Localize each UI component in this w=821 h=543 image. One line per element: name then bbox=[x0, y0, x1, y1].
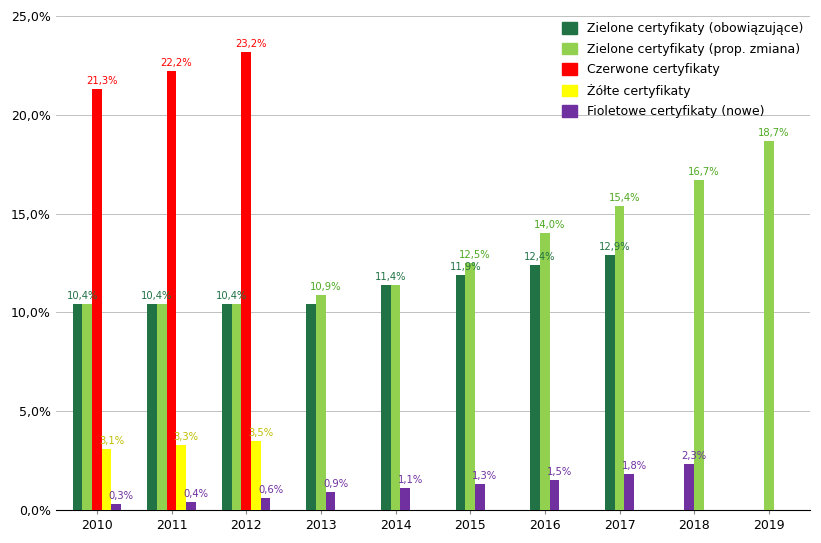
Text: 1,8%: 1,8% bbox=[621, 462, 647, 471]
Bar bbox=[381, 285, 391, 510]
Bar bbox=[261, 498, 270, 510]
Bar bbox=[456, 275, 466, 510]
Bar bbox=[540, 233, 550, 510]
Bar bbox=[241, 52, 251, 510]
Bar bbox=[92, 89, 102, 510]
Bar bbox=[605, 255, 615, 510]
Text: 0,4%: 0,4% bbox=[183, 489, 209, 499]
Text: 10,4%: 10,4% bbox=[216, 292, 247, 301]
Bar bbox=[401, 488, 410, 510]
Text: 14,0%: 14,0% bbox=[534, 220, 566, 230]
Text: 1,1%: 1,1% bbox=[397, 475, 423, 485]
Text: 3,3%: 3,3% bbox=[173, 432, 199, 441]
Bar bbox=[695, 180, 704, 510]
Text: 16,7%: 16,7% bbox=[688, 167, 720, 177]
Text: 10,9%: 10,9% bbox=[310, 282, 342, 292]
Bar bbox=[222, 305, 232, 510]
Bar bbox=[475, 484, 484, 510]
Text: 0,3%: 0,3% bbox=[108, 491, 134, 501]
Bar bbox=[112, 504, 122, 510]
Legend: Zielone certyfikaty (obowiązujące), Zielone certyfikaty (prop. zmiana), Czerwone: Zielone certyfikaty (obowiązujące), Ziel… bbox=[562, 22, 804, 118]
Bar bbox=[466, 263, 475, 510]
Text: 1,3%: 1,3% bbox=[472, 471, 498, 481]
Text: 11,4%: 11,4% bbox=[375, 272, 406, 282]
Bar bbox=[82, 305, 92, 510]
Bar bbox=[550, 480, 559, 510]
Bar bbox=[177, 445, 186, 510]
Text: 0,9%: 0,9% bbox=[323, 479, 348, 489]
Text: 10,4%: 10,4% bbox=[67, 292, 98, 301]
Bar bbox=[251, 441, 261, 510]
Bar bbox=[232, 305, 241, 510]
Text: 23,2%: 23,2% bbox=[236, 39, 267, 49]
Bar bbox=[615, 206, 624, 510]
Text: 21,3%: 21,3% bbox=[86, 76, 117, 86]
Text: 11,9%: 11,9% bbox=[450, 262, 481, 272]
Bar bbox=[186, 502, 196, 510]
Bar bbox=[157, 305, 167, 510]
Bar bbox=[102, 449, 112, 510]
Bar bbox=[530, 265, 540, 510]
Bar bbox=[764, 141, 773, 510]
Bar bbox=[306, 305, 316, 510]
Bar bbox=[72, 305, 82, 510]
Text: 18,7%: 18,7% bbox=[758, 128, 790, 137]
Bar bbox=[147, 305, 157, 510]
Bar bbox=[685, 464, 695, 510]
Text: 12,5%: 12,5% bbox=[459, 250, 491, 260]
Bar bbox=[167, 72, 177, 510]
Bar bbox=[316, 295, 326, 510]
Text: 22,2%: 22,2% bbox=[161, 59, 192, 68]
Bar bbox=[624, 475, 634, 510]
Text: 1,5%: 1,5% bbox=[547, 468, 572, 477]
Text: 15,4%: 15,4% bbox=[608, 193, 640, 203]
Text: 3,5%: 3,5% bbox=[248, 428, 273, 438]
Text: 2,3%: 2,3% bbox=[681, 451, 707, 462]
Text: 0,6%: 0,6% bbox=[258, 485, 283, 495]
Text: 10,4%: 10,4% bbox=[141, 292, 172, 301]
Text: 12,9%: 12,9% bbox=[599, 242, 631, 252]
Bar bbox=[391, 285, 401, 510]
Text: 3,1%: 3,1% bbox=[99, 435, 124, 446]
Text: 12,4%: 12,4% bbox=[525, 252, 556, 262]
Bar bbox=[326, 492, 336, 510]
